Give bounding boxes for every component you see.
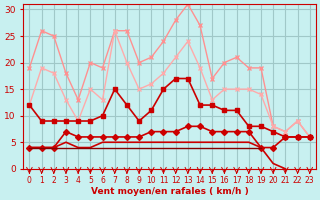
X-axis label: Vent moyen/en rafales ( km/h ): Vent moyen/en rafales ( km/h ) bbox=[91, 187, 248, 196]
